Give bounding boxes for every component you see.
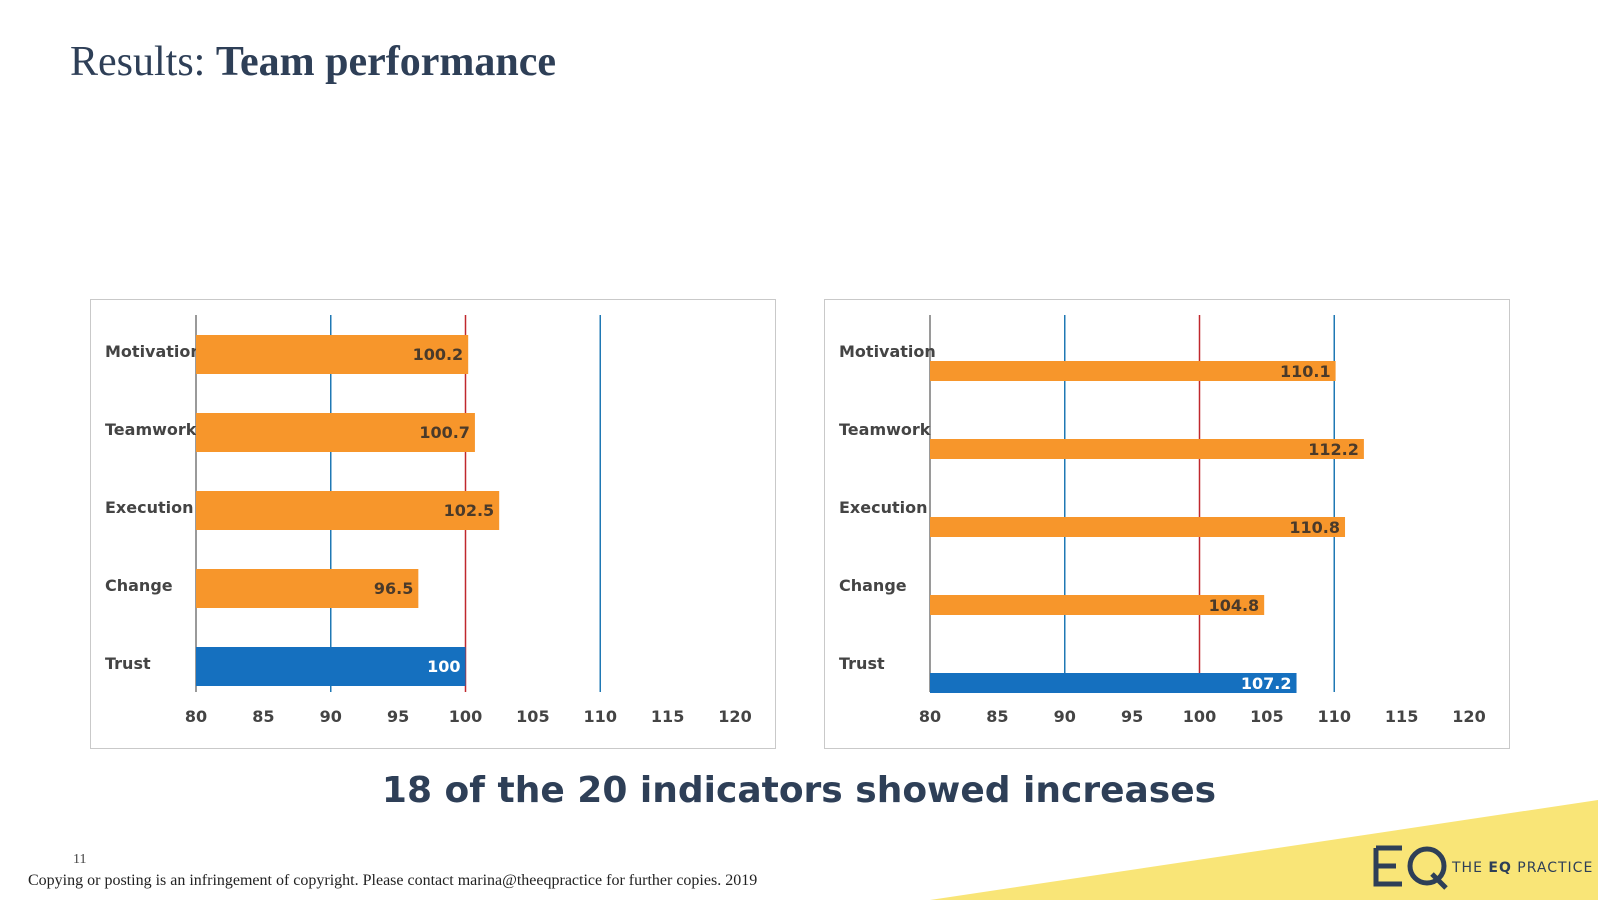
bar-value-label: 96.5 [374,579,413,598]
x-tick-label: 120 [718,707,751,726]
bar-value-label: 107.2 [1241,674,1292,693]
bar-change [196,569,419,608]
eq-logo-icon [1373,845,1448,890]
title-prefix: Results: [70,39,206,85]
x-tick-label: 115 [1385,707,1418,726]
category-label: Motivation [105,342,202,361]
summary-headline: 18 of the 20 indicators showed increases [381,770,1217,811]
category-label: Teamwork [839,420,931,439]
logo-text-pre: THE [1452,860,1489,876]
category-label: Execution [839,498,928,517]
bar-value-label: 110.8 [1289,518,1340,537]
chart-left-svg: Motivation 100.2 Teamwork 100.7 Execution 102… [105,315,752,726]
x-tick-label: 105 [1250,707,1283,726]
x-tick-label: 105 [516,707,549,726]
bar-execution [930,517,1346,537]
x-tick-label: 95 [1121,707,1143,726]
x-tick-label: 120 [1452,707,1485,726]
logo-text-bold: EQ [1488,860,1512,876]
x-tick-label: 110 [584,707,617,726]
page-number: 11 [73,852,87,867]
logo-text-post: PRACTICE [1511,860,1594,876]
x-tick-label: 100 [1183,707,1216,726]
chart-left: Motivation 100.2 Teamwork 100.7 Execution 102… [90,299,776,749]
category-label: Change [105,576,173,595]
chart-right: Motivation 110.1 Teamwork 112.2 Execution 110… [824,299,1510,749]
x-tick-label: 90 [320,707,342,726]
bar-execution [196,491,500,530]
copyright-footer: Copying or posting is an infringement of… [28,872,758,889]
page-title: Results: Team performance [70,38,556,86]
x-tick-label: 90 [1054,707,1076,726]
bar-value-label: 100 [427,657,460,676]
category-label: Change [839,576,907,595]
bar-value-label: 110.1 [1280,362,1331,381]
bar-change [930,595,1265,615]
bar-value-label: 102.5 [444,501,495,520]
category-label: Teamwork [105,420,197,439]
x-tick-label: 95 [387,707,409,726]
bar-teamwork [196,413,475,452]
bar-motivation [930,361,1336,381]
x-tick-label: 85 [986,707,1008,726]
category-label: Trust [839,654,885,673]
bar-trust [196,647,466,686]
bar-value-label: 112.2 [1308,440,1359,459]
x-tick-label: 100 [449,707,482,726]
x-tick-label: 110 [1318,707,1351,726]
bar-value-label: 100.2 [413,345,464,364]
title-main: Team performance [215,39,557,85]
x-tick-label: 115 [651,707,684,726]
x-tick-label: 85 [252,707,274,726]
bar-teamwork [930,439,1364,459]
logo-text: THE EQ PRACTICE [1452,860,1593,876]
bar-value-label: 100.7 [419,423,470,442]
bar-motivation [196,335,469,374]
bar-value-label: 104.8 [1209,596,1260,615]
x-tick-label: 80 [919,707,941,726]
category-label: Execution [105,498,194,517]
category-label: Motivation [839,342,936,361]
x-tick-label: 80 [185,707,207,726]
category-label: Trust [105,654,151,673]
chart-right-svg: Motivation 110.1 Teamwork 112.2 Execution 110… [839,315,1486,726]
bar-trust [930,673,1297,693]
